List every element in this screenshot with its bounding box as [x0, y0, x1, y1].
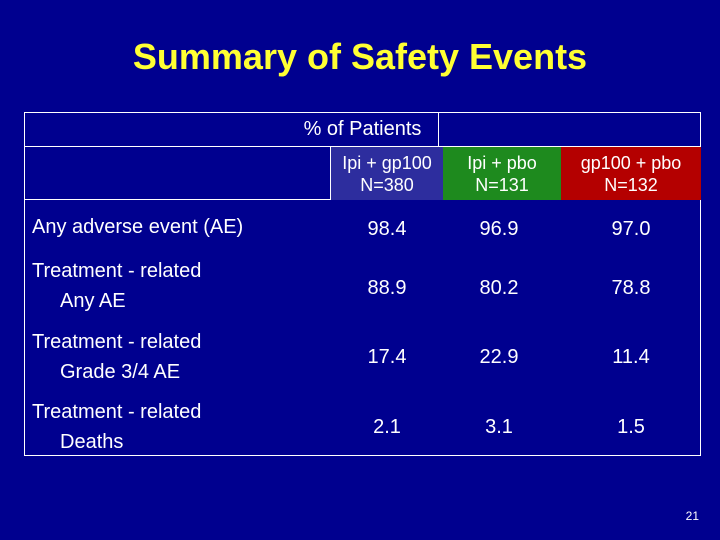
table-cell: 96.9	[479, 218, 519, 240]
row-label-line1: Any adverse event (AE)	[32, 216, 244, 238]
column-header-gp100-pbo: gp100 + pbo N=132	[561, 147, 701, 200]
table-cell: 80.2	[479, 277, 519, 299]
group-header: % of Patients	[303, 118, 422, 140]
header-divider	[24, 146, 701, 147]
column-header-n: N=380	[360, 174, 414, 195]
table-cell: 88.9	[367, 277, 407, 299]
row-label-treatment-related-deaths: Treatment - related Deaths	[32, 397, 201, 457]
table-cell: 1.5	[617, 416, 645, 438]
table-cell: 78.8	[611, 277, 651, 299]
row-label-treatment-related-any-ae: Treatment - related Any AE	[32, 256, 201, 316]
column-header-ipi-pbo: Ipi + pbo N=131	[443, 147, 561, 200]
table-cell: 97.0	[611, 218, 651, 240]
row-label-line2: Any AE	[60, 290, 126, 312]
row-label-line1: Treatment - related	[32, 401, 202, 423]
table-cell: 3.1	[485, 416, 513, 438]
empty-header-cell-right	[330, 146, 331, 200]
table-cell: 17.4	[367, 346, 407, 368]
row-label-treatment-related-grade-3-4: Treatment - related Grade 3/4 AE	[32, 327, 201, 387]
row-label-line2: Deaths	[60, 431, 124, 453]
column-header-arm: Ipi + pbo	[467, 152, 537, 173]
header-right-edge	[438, 112, 439, 147]
table-frame	[24, 112, 701, 456]
table-cell: 11.4	[612, 346, 650, 368]
row-label-line1: Treatment - related	[32, 331, 202, 353]
column-header-n: N=132	[604, 174, 658, 195]
page-number: 21	[685, 509, 699, 523]
row-label-any-ae: Any adverse event (AE)	[32, 212, 243, 242]
column-header-arm: gp100 + pbo	[580, 152, 682, 173]
row-label-line2: Grade 3/4 AE	[60, 361, 181, 383]
column-header-ipi-gp100: Ipi + gp100 N=380	[331, 147, 443, 200]
table-cell: 22.9	[479, 346, 519, 368]
row-label-line1: Treatment - related	[32, 260, 202, 282]
table-cell: 98.4	[367, 218, 407, 240]
table-cell: 2.1	[373, 416, 401, 438]
slide-title: Summary of Safety Events	[132, 36, 588, 77]
empty-header-cell-bottom	[24, 199, 331, 200]
column-header-arm: Ipi + gp100	[342, 152, 432, 173]
column-header-n: N=131	[475, 174, 529, 195]
